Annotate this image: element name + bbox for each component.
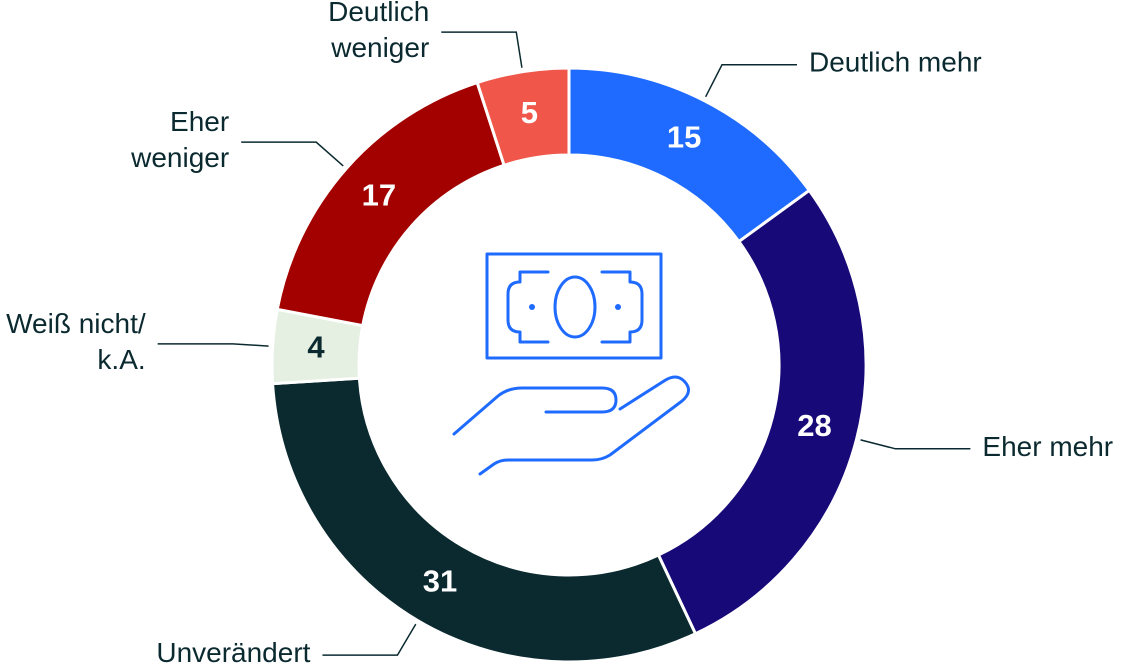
leader-line [322, 623, 417, 656]
bill-center [553, 275, 597, 339]
money-icon [452, 252, 690, 476]
bill-dot [615, 304, 621, 310]
data-label: 17 [362, 178, 396, 213]
category-label: Deutlich weniger [328, 0, 429, 64]
category-label: Weiß nicht/k.A. [6, 308, 146, 375]
bill-dot [529, 304, 535, 310]
leader-line [704, 63, 797, 98]
bill-border [506, 270, 644, 344]
category-label: Deutlich mehr [809, 47, 982, 78]
leader-line [157, 343, 269, 347]
data-label: 31 [423, 563, 457, 598]
hand [452, 375, 690, 476]
leader-line [441, 31, 523, 68]
category-label: Eher mehr [982, 431, 1113, 462]
leader-line [860, 439, 971, 450]
data-label: 28 [797, 408, 831, 443]
category-label: Eher weniger [130, 107, 229, 174]
category-label: Unverändert [156, 637, 310, 663]
bill [485, 252, 663, 360]
data-label: 5 [521, 95, 538, 130]
donut-segment [656, 188, 868, 636]
data-label: 15 [667, 119, 701, 154]
donut-segment [270, 376, 698, 663]
leader-line [241, 141, 344, 167]
data-label: 4 [307, 329, 325, 364]
donut-segment [475, 66, 571, 168]
